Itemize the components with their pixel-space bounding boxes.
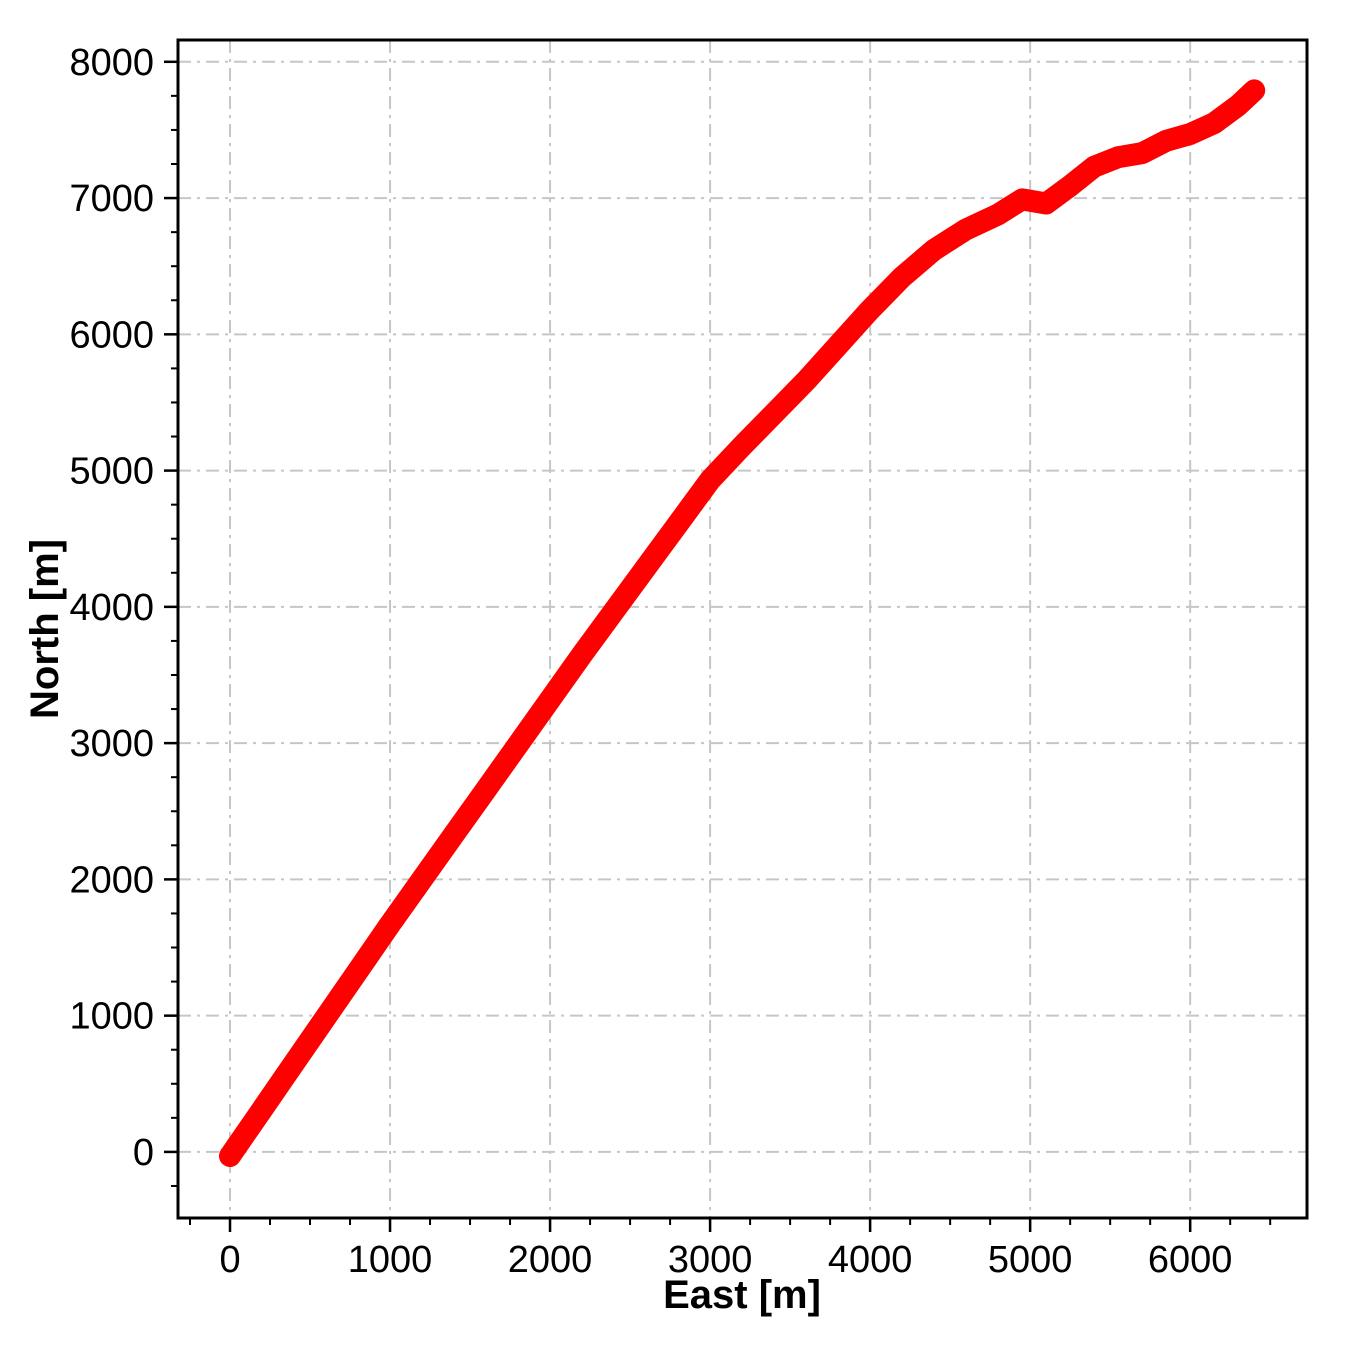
- y-tick-label: 8000: [69, 42, 154, 84]
- x-tick-label: 3000: [668, 1239, 753, 1281]
- trajectory-line: [219, 79, 1266, 1167]
- axes-spines: [176, 38, 1309, 1220]
- tick-labels: 0 1000 2000 3000 4000 5000 6000 0 1000 2000 3000 40…: [69, 42, 1232, 1281]
- x-tick-label: 0: [219, 1239, 240, 1281]
- x-tick-label: 4000: [828, 1239, 913, 1281]
- grid-lines: [178, 40, 1307, 1218]
- y-tick-label: 5000: [69, 451, 154, 493]
- x-tick-label: 2000: [508, 1239, 593, 1281]
- y-axis-label: North [m]: [23, 539, 67, 719]
- y-tick-label: 4000: [69, 587, 154, 629]
- y-tick-label: 3000: [69, 723, 154, 765]
- y-tick-label: 6000: [69, 314, 154, 356]
- x-tick-label: 6000: [1148, 1239, 1233, 1281]
- x-tick-label: 5000: [988, 1239, 1073, 1281]
- x-tick-label: 1000: [348, 1239, 433, 1281]
- tick-marks: [164, 60, 1272, 1232]
- y-tick-label: 1000: [69, 996, 154, 1038]
- axes-box: [176, 38, 1309, 1220]
- x-axis-label: East [m]: [663, 1273, 821, 1317]
- y-tick-label: 2000: [69, 859, 154, 901]
- y-tick-label: 0: [133, 1132, 154, 1174]
- y-tick-label: 7000: [69, 178, 154, 220]
- series-trajectory: [219, 79, 1266, 1167]
